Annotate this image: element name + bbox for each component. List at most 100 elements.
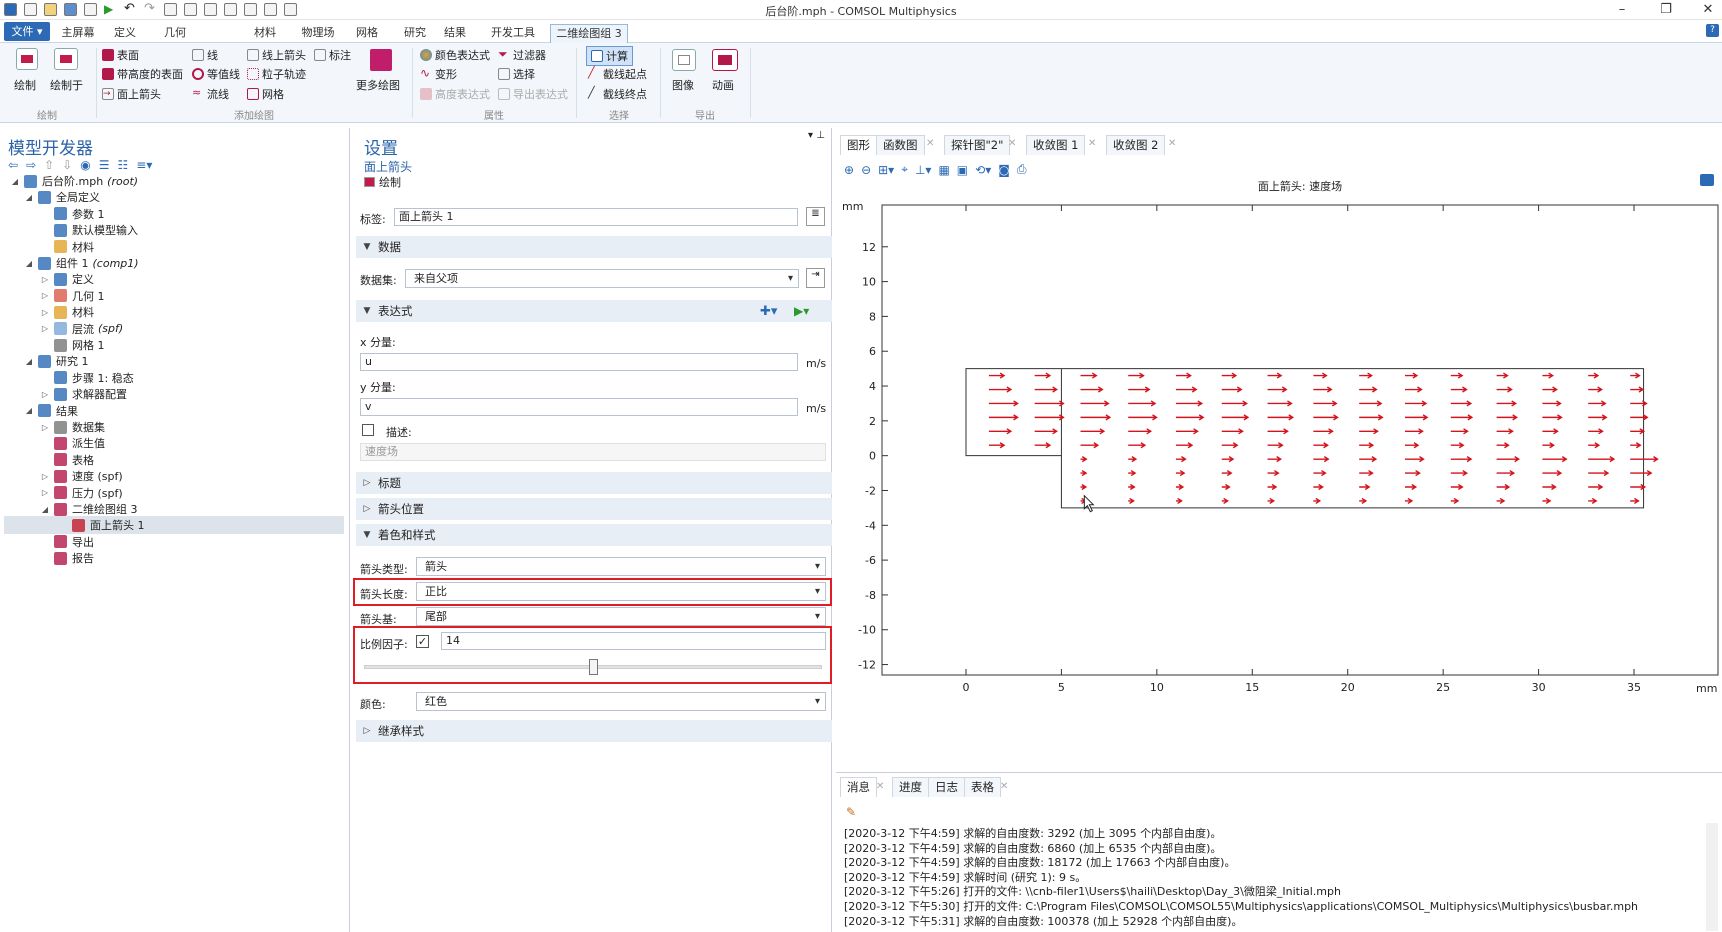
save-icon[interactable] — [64, 3, 77, 16]
tab-function-plot[interactable]: 函数图 — [876, 135, 925, 155]
minimize-icon[interactable]: – — [1618, 2, 1626, 17]
axis-equal-icon[interactable]: ▣ — [956, 162, 969, 177]
reset-view-icon[interactable]: ⟲▾ — [975, 162, 992, 177]
panel-menu-icon[interactable]: ▾ ⊥ — [808, 130, 825, 141]
close-tab-icon[interactable]: ✕ — [1088, 138, 1097, 149]
close-tab-icon[interactable]: ✕ — [926, 138, 935, 149]
label-edit-icon[interactable]: ≣ — [806, 207, 825, 226]
scale-factor-checkbox[interactable]: ✓ — [416, 635, 429, 648]
deformation-button[interactable]: ∿ 变形 — [420, 66, 457, 82]
surface-button[interactable]: 表面 — [102, 47, 139, 63]
tree-solver-configurations[interactable]: ▷ 求解器配置 — [40, 385, 127, 403]
tab-messages[interactable]: 消息 — [840, 777, 877, 797]
tree-reports[interactable]: 报告 — [40, 549, 94, 567]
close-icon[interactable]: ✕ — [1702, 2, 1714, 17]
tree-default-model-inputs[interactable]: 默认模型输入 — [40, 221, 138, 239]
tree-velocity-spf[interactable]: ▷ 速度 (spf) — [40, 467, 123, 485]
tree-step-1-stationary[interactable]: 步骤 1: 稳态 — [40, 369, 134, 387]
tab-geometry[interactable]: 几何 — [164, 26, 186, 39]
dataset-select[interactable]: 来自父项 — [405, 269, 799, 288]
compute-button[interactable]: 计算 — [586, 46, 633, 66]
zoom-box-icon[interactable]: ⊞▾ — [878, 162, 895, 177]
filter-button[interactable]: ⏷ 过滤器 — [498, 47, 546, 63]
tab-log[interactable]: 日志 — [928, 777, 965, 797]
tree-component-1[interactable]: ◢ 组件 1 (comp1) — [24, 254, 139, 272]
file-menu-button[interactable]: 文件 ▾ — [4, 22, 50, 41]
section-data[interactable]: ▼ 数据 — [356, 236, 832, 258]
y-component-input[interactable]: v — [360, 398, 798, 416]
graphics-settings-icon[interactable] — [1700, 174, 1714, 186]
x-component-input[interactable]: u — [360, 353, 798, 371]
tree-export[interactable]: 导出 — [40, 533, 94, 551]
description-checkbox[interactable] — [362, 424, 374, 436]
tree-definitions[interactable]: ▷ 定义 — [40, 270, 94, 288]
help-icon[interactable]: ? — [1706, 24, 1719, 37]
tab-materials[interactable]: 材料 — [254, 26, 276, 39]
save-as-icon[interactable] — [84, 3, 97, 16]
section-arrow-positioning[interactable]: ▷ 箭头位置 — [356, 498, 832, 520]
windows-icon[interactable] — [284, 3, 297, 16]
plot-button[interactable]: 绘制 — [14, 79, 36, 92]
tree-materials[interactable]: ▷ 材料 — [40, 303, 94, 321]
export-expression-button[interactable]: 导出表达式 — [498, 86, 568, 102]
image-button[interactable]: 图像 — [672, 79, 694, 92]
close-tab-icon[interactable]: ✕ — [876, 781, 885, 792]
tree-pressure-spf[interactable]: ▷ 压力 (spf) — [40, 484, 123, 502]
expand-toggle-icon[interactable]: ◢ — [25, 192, 33, 202]
close-tab-icon[interactable]: ✕ — [1008, 138, 1017, 149]
tree-root[interactable]: ◢ 后台阶.mph (root) — [10, 172, 138, 190]
slider-thumb[interactable] — [589, 659, 598, 675]
collapse-all-icon[interactable]: ☷ — [117, 158, 129, 172]
mesh-button[interactable]: 网格 — [247, 86, 284, 102]
color-select[interactable]: 红色 — [416, 692, 826, 711]
grid-icon[interactable]: ▦ — [938, 162, 950, 177]
tree-study-1[interactable]: ◢ 研究 1 — [24, 352, 89, 370]
tree-laminar-flow[interactable]: ▷ 层流 (spf) — [40, 320, 123, 338]
arrow-type-select[interactable]: 箭头 — [416, 557, 826, 576]
expand-toggle-icon[interactable]: ▷ — [41, 422, 49, 432]
expand-toggle-icon[interactable]: ▷ — [41, 324, 49, 334]
expand-toggle-icon[interactable]: ◢ — [25, 258, 33, 268]
cut-line-start-button[interactable]: ╱ 截线起点 — [588, 66, 647, 82]
paste-icon[interactable] — [184, 3, 197, 16]
clear-messages-icon[interactable]: ✎ — [846, 805, 857, 819]
tab-results[interactable]: 结果 — [444, 26, 466, 39]
new-file-icon[interactable] — [24, 3, 37, 16]
restore-icon[interactable]: ❐ — [1660, 2, 1672, 17]
open-file-icon[interactable] — [44, 3, 57, 16]
cut-line-end-button[interactable]: ╱ 截线终点 — [588, 86, 647, 102]
expand-toggle-icon[interactable]: ▷ — [41, 471, 49, 481]
selection-button[interactable]: 选择 — [498, 66, 535, 82]
expand-all-icon[interactable]: ☰ — [98, 158, 110, 172]
arrow-length-select[interactable]: 正比 — [416, 582, 826, 601]
plot-in-button[interactable]: 绘制于 — [50, 79, 83, 92]
description-input[interactable]: 速度场 — [360, 443, 826, 461]
move-up-icon[interactable]: ⇧ — [44, 158, 55, 172]
undo-icon[interactable]: ↶ — [124, 1, 135, 16]
expand-toggle-icon[interactable]: ▷ — [41, 307, 49, 317]
height-surface-button[interactable]: 带高度的表面 — [102, 66, 183, 82]
expand-toggle-icon[interactable]: ▷ — [41, 389, 49, 399]
tab-home[interactable]: 主屏幕 — [61, 26, 95, 39]
section-title[interactable]: ▷ 标题 — [356, 472, 832, 494]
tab-convergence-2[interactable]: 收敛图 2 — [1106, 135, 1166, 155]
settings-plot-button[interactable]: 绘制 — [364, 174, 401, 190]
zoom-in-icon[interactable]: ⊕ — [844, 162, 855, 177]
particle-tracing-button[interactable]: 粒子轨迹 — [247, 66, 306, 82]
close-tab-icon[interactable]: ✕ — [1168, 138, 1177, 149]
expand-toggle-icon[interactable]: ▷ — [41, 274, 49, 284]
tree-surface-arrow-1[interactable]: 面上箭头 1 — [4, 516, 344, 535]
section-coloring-style[interactable]: ▼ 着色和样式 — [356, 524, 832, 546]
tab-study[interactable]: 研究 — [404, 26, 426, 39]
tree-results[interactable]: ◢ 结果 — [24, 402, 78, 420]
redo-icon[interactable]: ↷ — [144, 1, 155, 16]
contour-button[interactable]: 等值线 — [192, 66, 240, 82]
expand-toggle-icon[interactable]: ▷ — [41, 488, 49, 498]
filter-icon[interactable] — [264, 3, 277, 16]
delete-icon[interactable] — [224, 3, 237, 16]
more-plots-button[interactable]: 更多绘图 — [356, 79, 400, 92]
tab-probe-plot[interactable]: 探针图"2" — [944, 135, 1011, 155]
annotation-button[interactable]: 标注 — [314, 47, 351, 63]
replace-expression-icon[interactable]: ▶▾ — [794, 304, 810, 318]
